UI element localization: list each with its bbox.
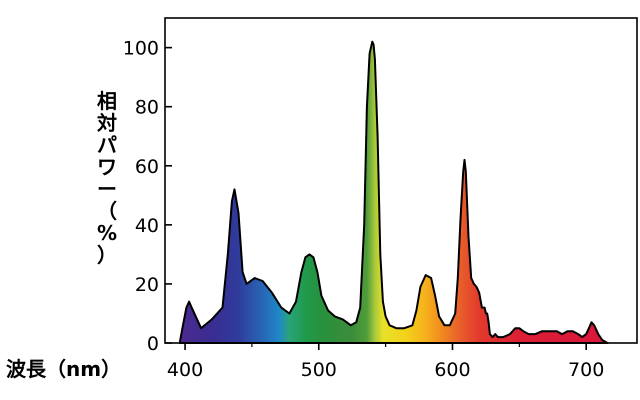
y-tick-label: 60 [135, 156, 159, 178]
y-axis-title-char: % [97, 221, 117, 245]
y-axis-title-char: ー [97, 177, 117, 201]
x-tick-label: 400 [167, 359, 203, 381]
y-axis-title-char: パ [97, 133, 117, 157]
y-tick-label: 0 [147, 333, 159, 355]
y-axis-title-char: 相 [97, 89, 117, 113]
x-axis-title: 波長（nm） [6, 357, 121, 381]
y-tick-label: 20 [135, 274, 159, 296]
y-axis-ticks: 0 20 40 60 80 100 [123, 38, 172, 355]
x-axis-ticks: 400 500 600 700 [167, 343, 604, 381]
spectrum-area [178, 40, 609, 344]
x-tick-label: 700 [568, 359, 604, 381]
y-axis-title-char: 対 [96, 111, 117, 135]
spectrum-layer [178, 40, 609, 344]
y-axis-title-char: （ [97, 199, 117, 223]
x-tick-label: 500 [301, 359, 337, 381]
x-tick-label: 600 [434, 359, 470, 381]
y-tick-label: 80 [135, 97, 159, 119]
y-tick-label: 40 [135, 215, 159, 237]
y-axis-title-char: ワ [97, 155, 117, 179]
y-tick-label: 100 [123, 38, 159, 60]
y-axis-title-char: ） [97, 243, 117, 267]
